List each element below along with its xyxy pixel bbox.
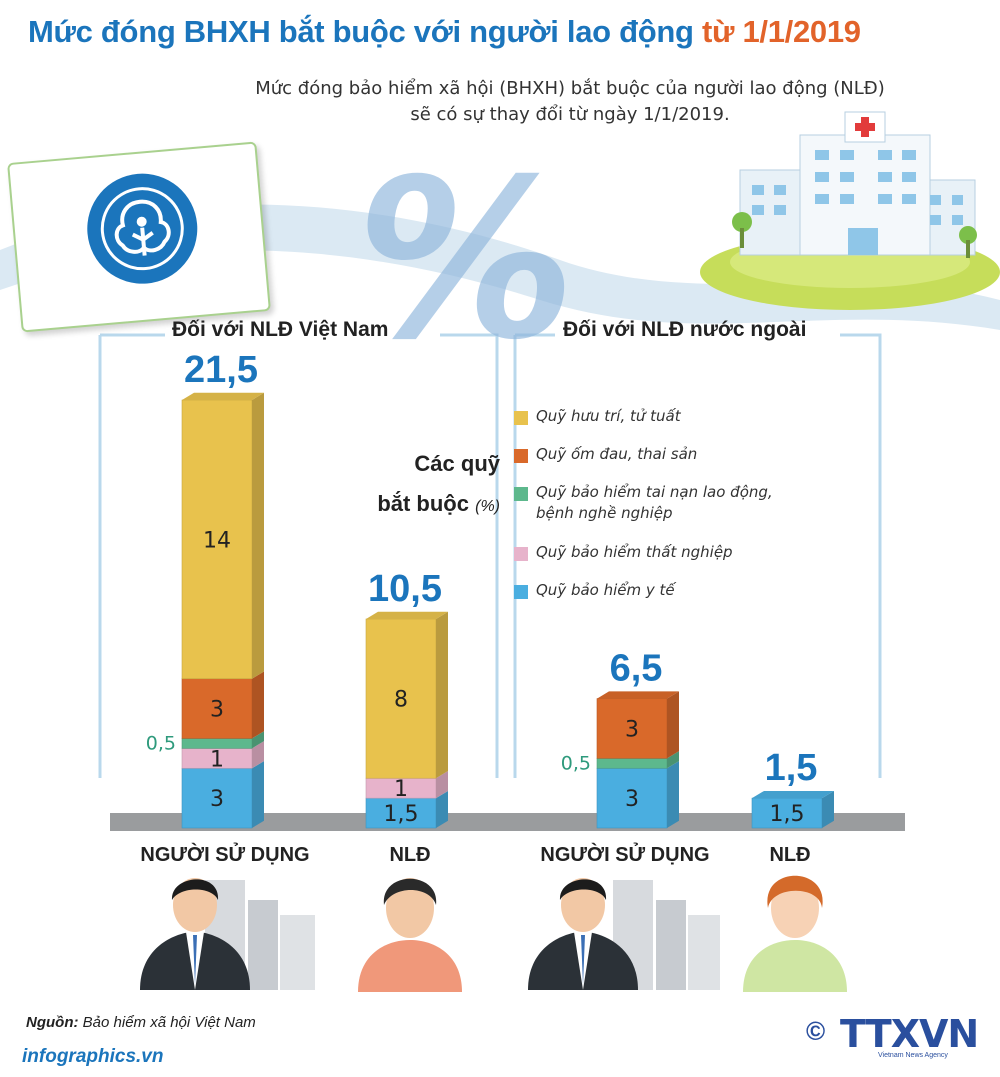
employer-foreign-icon (528, 878, 720, 990)
bar-segment-employer-foreign-2 (596, 758, 668, 769)
page-subtitle: Mức đóng bảo hiểm xã hội (BHXH) bắt buộc… (220, 76, 920, 128)
source-text: Bảo hiểm xã hội Việt Nam (82, 1014, 256, 1031)
bar-side-employer-foreign-2 (667, 751, 679, 769)
legend-label-accident-line-1: Quỹ bảo hiểm tai nạn lao động, (536, 483, 773, 501)
total-label-employer-vn: 21,5 (184, 349, 258, 391)
legend-label-pension: Quỹ hưu trí, tử tuất (536, 407, 681, 425)
source-note: Nguồn: Bảo hiểm xã hội Việt Nam (26, 1014, 256, 1031)
logo-card (7, 141, 271, 333)
segment-label-employer-vn-1: 1 (210, 747, 224, 772)
bar-top-worker-foreign (752, 790, 834, 799)
category-label-employer-vn: NGƯỜI SỬ DỤNG (140, 844, 310, 866)
total-label-employer-foreign: 6,5 (610, 648, 663, 690)
title-date: từ 1/1/2019 (701, 14, 861, 49)
employer-vn-icon (140, 878, 315, 990)
segment-label-worker-vn-0: 1,5 (384, 802, 419, 827)
bar-side-employer-foreign-3 (667, 691, 679, 759)
page-title: Mức đóng BHXH bắt buộc với người lao độn… (28, 14, 988, 50)
legend-title-line-2: bắt buộc (377, 491, 469, 516)
segment-label-worker-vn-1: 1 (394, 777, 408, 802)
category-label-worker-foreign: NLĐ (769, 844, 811, 866)
legend-title: Các quỹ bắt buộc (%) (360, 444, 500, 527)
legend-label-accident: Quỹ bảo hiểm tai nạn lao động, bệnh nghề… (536, 482, 773, 524)
worker-foreign-icon (743, 875, 847, 992)
bar-segment-employer-vn-3 (181, 678, 253, 739)
legend-swatch-accident (514, 487, 528, 501)
bar-side-employer-foreign-0 (667, 761, 679, 828)
legend-label-health: Quỹ bảo hiểm y tế (536, 581, 675, 599)
agency-logo: TTXVN (840, 1012, 979, 1056)
subtitle-line-1: Mức đóng bảo hiểm xã hội (BHXH) bắt buộc… (255, 78, 885, 99)
title-main: Mức đóng BHXH bắt buộc với người lao độn… (28, 14, 694, 49)
hospital-icon (732, 111, 977, 258)
legend-label-unemployment: Quỹ bảo hiểm thất nghiệp (536, 543, 733, 561)
bar-side-worker-vn-0 (436, 790, 448, 828)
legend-item-sickness: Quỹ ốm đau, thai sản (514, 444, 697, 472)
bar-top-employer-foreign (597, 691, 679, 699)
segment-label-employer-vn-0: 3 (210, 787, 224, 812)
bar-side-worker-vn-4 (436, 611, 448, 779)
agency-subtitle: Vietnam News Agency (878, 1052, 948, 1059)
bar-segment-worker-foreign-0 (751, 797, 823, 829)
bar-top-worker-vn (366, 611, 448, 619)
legend-swatch-sickness (514, 449, 528, 463)
website-link[interactable]: infographics.vn (22, 1046, 164, 1067)
bar-segment-employer-vn-4 (181, 399, 253, 679)
legend-label-sickness: Quỹ ốm đau, thai sản (536, 445, 698, 463)
bar-side-employer-vn-0 (252, 761, 264, 828)
legend-label-accident-line-2: bệnh nghề nghiệp (536, 504, 673, 522)
legend-unit: (%) (475, 498, 500, 515)
section-title-vietnam: Đối với NLĐ Việt Nam (172, 318, 389, 341)
bar-segment-employer-foreign-0 (596, 767, 668, 829)
total-label-worker-vn: 10,5 (368, 568, 442, 610)
bar-side-employer-vn-1 (252, 741, 264, 769)
total-label-worker-foreign: 1,5 (765, 747, 818, 789)
segment-label-worker-vn-4: 8 (394, 688, 408, 713)
bar-side-employer-vn-3 (252, 671, 264, 739)
social-insurance-logo-icon (82, 169, 202, 289)
worker-vn-icon (358, 878, 462, 992)
bar-top-employer-vn (182, 392, 264, 400)
legend-item-accident: Quỹ bảo hiểm tai nạn lao động, bệnh nghề… (514, 482, 773, 530)
legend-swatch-pension (514, 411, 528, 425)
legend-swatch-unemployment (514, 547, 528, 561)
side-label-employer-vn: 0,5 (146, 732, 176, 754)
legend-swatch-health (514, 585, 528, 599)
bar-side-worker-foreign-0 (822, 790, 834, 828)
segment-label-employer-vn-4: 14 (203, 528, 231, 553)
bar-side-employer-vn-4 (252, 392, 264, 679)
segment-label-employer-vn-3: 3 (210, 698, 224, 723)
bar-side-employer-vn-2 (252, 731, 264, 749)
section-title-foreign: Đối với NLĐ nước ngoài (563, 318, 807, 341)
copyright-icon: © (806, 1016, 826, 1046)
legend-item-pension: Quỹ hưu trí, tử tuất (514, 406, 681, 434)
legend-title-line-1: Các quỹ (414, 451, 500, 476)
legend-item-health: Quỹ bảo hiểm y tế (514, 580, 675, 608)
legend-item-unemployment: Quỹ bảo hiểm thất nghiệp (514, 542, 733, 570)
side-label-employer-foreign: 0,5 (561, 752, 591, 774)
bar-segment-employer-vn-2 (181, 738, 253, 749)
segment-label-worker-foreign-0: 1,5 (770, 802, 805, 827)
category-label-employer-foreign: NGƯỜI SỬ DỤNG (540, 844, 710, 866)
bar-segment-employer-vn-0 (181, 767, 253, 829)
subtitle-line-2: sẽ có sự thay đổi từ ngày 1/1/2019. (410, 104, 730, 125)
bar-side-worker-vn-1 (436, 771, 448, 799)
category-label-worker-vn: NLĐ (389, 844, 431, 866)
source-label: Nguồn: (26, 1014, 79, 1031)
segment-label-employer-foreign-3: 3 (625, 717, 639, 742)
bar-segment-worker-vn-4 (365, 618, 437, 779)
segment-label-employer-foreign-0: 3 (625, 787, 639, 812)
